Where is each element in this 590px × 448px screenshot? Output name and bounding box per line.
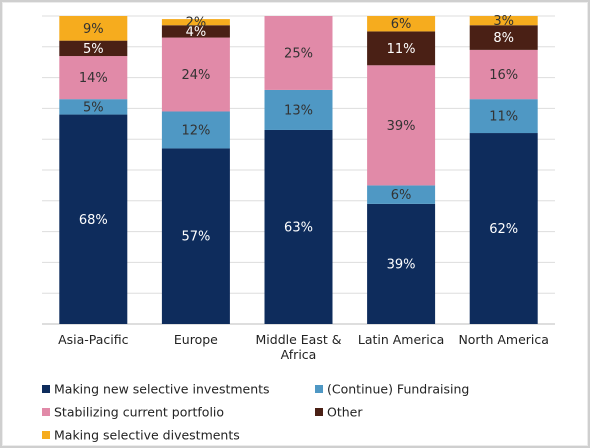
bar-segment [264,16,333,90]
data-label: 6% [391,188,412,203]
bar-segment [264,89,333,130]
legend-label: Making new selective investments [54,382,270,397]
category-label: Africa [281,347,317,362]
bar-segment [161,37,230,112]
data-label: 11% [489,110,518,125]
legend-swatch [315,385,323,393]
data-label: 16% [489,68,518,83]
data-label: 4% [186,25,207,40]
legend-swatch [315,408,323,416]
bar-segment [59,114,128,324]
category-label: Europe [174,332,218,347]
bar-segment [161,111,230,149]
bar-series: 68% 5% 14% 5% 9% 57% 12% 24% 4%2% 63% 13% 25% 39% 6% 3… [59,14,538,324]
data-label: 5% [83,100,104,115]
bar-segment [161,19,230,26]
bar-segment [367,65,436,186]
category-label: Middle East & [256,332,342,347]
data-label: 8% [493,31,514,46]
bar-segment [367,16,436,32]
data-label: 14% [79,71,108,86]
legend-label: (Continue) Fundraising [327,382,469,397]
bar-segment [469,16,538,26]
legend-label: Making selective divestments [54,428,240,443]
bar-segment [59,56,128,100]
category-label: Latin America [358,332,444,347]
data-label: 11% [387,42,416,57]
data-label: 63% [284,220,313,235]
bar-segment [469,133,538,324]
bar-segment [59,40,128,57]
data-label: 9% [83,22,104,37]
legend-swatch [42,408,50,416]
bar-segment [469,25,538,50]
data-label: 62% [489,222,518,237]
bar-segment [469,99,538,134]
data-label: 13% [284,103,313,118]
data-label: 3% [493,14,514,29]
bar-segment [161,148,230,324]
bar-segment [59,16,128,41]
data-label: 39% [387,119,416,134]
data-label: 6% [391,17,412,32]
bar-segment [367,185,436,204]
legend: Making new selective investments (Continu… [42,382,469,443]
bar-segment [469,49,538,100]
data-label: 39% [387,257,416,272]
data-label: 25% [284,46,313,61]
bar-segment [367,31,436,66]
category-axis: Asia-Pacific Europe Middle East &Africa Lat… [58,332,549,362]
category-label: Asia-Pacific [58,332,129,347]
data-label: 24% [181,68,210,83]
data-label: 68% [79,213,108,228]
bar-segment [367,203,436,324]
data-label: 12% [181,123,210,138]
legend-swatch [42,385,50,393]
legend-label: Other [327,405,363,420]
legend-label: Stabilizing current portfolio [54,405,224,420]
bar-segment [59,99,128,115]
data-label: 2% [186,16,207,31]
bar-segment [161,25,230,38]
bar-segment [264,129,333,324]
data-label: 57% [181,230,210,245]
legend-swatch [42,431,50,439]
category-label: North America [458,332,549,347]
data-label: 5% [83,42,104,57]
